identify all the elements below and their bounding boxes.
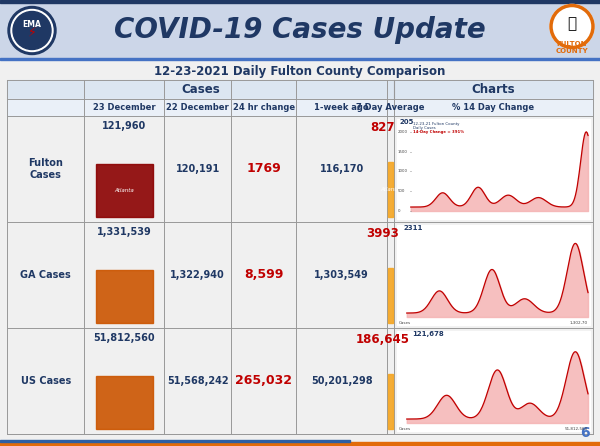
Circle shape <box>11 9 53 51</box>
Bar <box>95 164 153 217</box>
Bar <box>388 161 392 217</box>
Text: 1,331,539: 1,331,539 <box>97 227 152 237</box>
Text: 51,568,242: 51,568,242 <box>167 376 229 386</box>
Text: 1,322,940: 1,322,940 <box>170 270 225 280</box>
Text: 1,302,70: 1,302,70 <box>570 321 588 325</box>
Text: 2000: 2000 <box>398 130 408 134</box>
Text: 500: 500 <box>398 189 405 193</box>
Text: 205: 205 <box>400 119 414 125</box>
Bar <box>0 58 600 60</box>
Text: 8,599: 8,599 <box>244 268 284 281</box>
Text: 51,812,560: 51,812,560 <box>565 427 588 431</box>
Text: 50,201,298: 50,201,298 <box>311 376 373 386</box>
Text: 121,678: 121,678 <box>413 331 445 337</box>
Bar <box>95 376 153 429</box>
Text: 2311: 2311 <box>403 225 422 231</box>
Text: 6: 6 <box>580 426 590 440</box>
Bar <box>397 119 590 219</box>
Bar <box>388 374 392 429</box>
Text: 3993: 3993 <box>366 227 398 240</box>
Text: 22 December: 22 December <box>166 103 229 112</box>
Text: 🌳: 🌳 <box>568 16 577 31</box>
Text: 12-23-21 Fulton County: 12-23-21 Fulton County <box>413 122 459 126</box>
Bar <box>397 225 590 325</box>
Text: GA Cases: GA Cases <box>20 270 71 280</box>
Bar <box>0 3 600 58</box>
Bar <box>0 0 600 3</box>
Text: % 14 Day Change: % 14 Day Change <box>452 103 535 112</box>
Text: 265,032: 265,032 <box>235 375 292 388</box>
Bar <box>0 440 350 442</box>
Text: 827: 827 <box>370 121 394 134</box>
Bar <box>7 99 593 116</box>
Text: Cases: Cases <box>399 427 411 431</box>
Text: 116,170: 116,170 <box>319 164 364 174</box>
Text: Atlanta: Atlanta <box>115 188 134 193</box>
Text: EMA: EMA <box>23 20 41 29</box>
Text: Atlanta: Atlanta <box>380 186 400 192</box>
Text: 14-Day Change = 391%: 14-Day Change = 391% <box>413 130 464 134</box>
Bar <box>95 270 153 323</box>
Text: ⚡: ⚡ <box>28 26 37 39</box>
Text: Cases: Cases <box>181 83 220 96</box>
Text: 51,812,560: 51,812,560 <box>94 333 155 343</box>
Text: 120,191: 120,191 <box>176 164 220 174</box>
Text: Cases: Cases <box>399 321 411 325</box>
Circle shape <box>551 5 593 48</box>
Bar <box>397 331 590 431</box>
Text: 0: 0 <box>398 209 400 213</box>
Text: 23 December: 23 December <box>93 103 155 112</box>
Text: FULTON
COUNTY: FULTON COUNTY <box>556 41 589 54</box>
Circle shape <box>8 7 56 54</box>
Text: 1000: 1000 <box>398 169 408 173</box>
Text: 1,303,549: 1,303,549 <box>314 270 369 280</box>
Circle shape <box>13 12 51 50</box>
Text: 121,960: 121,960 <box>102 121 146 131</box>
Bar <box>388 268 392 323</box>
Bar <box>0 442 600 446</box>
Text: Daily Cases: Daily Cases <box>413 126 436 130</box>
Text: 1500: 1500 <box>398 149 407 153</box>
Text: 12-23-2021 Daily Fulton County Comparison: 12-23-2021 Daily Fulton County Compariso… <box>154 66 446 78</box>
Text: US Cases: US Cases <box>20 376 71 386</box>
Bar <box>7 80 394 99</box>
Bar <box>394 80 593 99</box>
Text: 186,645: 186,645 <box>355 333 409 346</box>
Text: 1769: 1769 <box>247 162 281 175</box>
Text: 24 hr change: 24 hr change <box>233 103 295 112</box>
Text: Fulton
Cases: Fulton Cases <box>28 158 63 180</box>
Text: 1-week ago: 1-week ago <box>314 103 369 112</box>
Text: Charts: Charts <box>472 83 515 96</box>
Text: 7 Day Average: 7 Day Average <box>356 103 424 112</box>
Text: COVID-19 Cases Update: COVID-19 Cases Update <box>114 17 486 45</box>
